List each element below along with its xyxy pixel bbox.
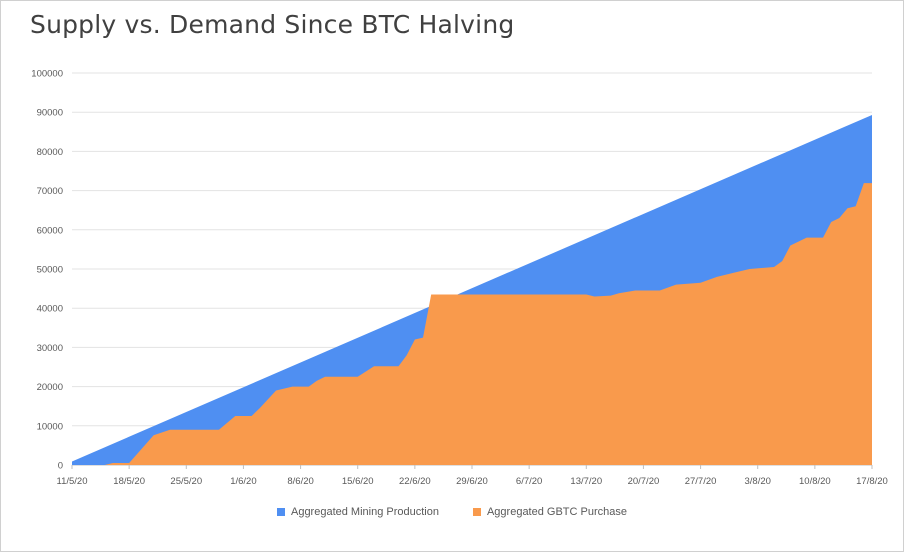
legend-item-mining: Aggregated Mining Production xyxy=(276,506,439,518)
x-tick-label: 15/6/20 xyxy=(342,476,374,487)
y-tick-label: 50000 xyxy=(37,265,63,276)
legend-swatch-mining xyxy=(276,508,285,516)
y-tick-label: 10000 xyxy=(37,421,63,432)
series-areas xyxy=(72,114,872,465)
x-tick-label: 6/7/20 xyxy=(516,476,542,487)
y-tick-label: 60000 xyxy=(37,225,63,236)
y-tick-label: 40000 xyxy=(37,304,63,315)
x-tick-label: 20/7/20 xyxy=(628,476,660,487)
y-tick-label: 80000 xyxy=(37,147,63,158)
x-tick-label: 25/5/20 xyxy=(170,476,202,487)
x-tick-label: 27/7/20 xyxy=(685,476,717,487)
x-tick-label: 3/8/20 xyxy=(745,476,771,487)
y-tick-label: 0 xyxy=(58,461,63,472)
legend-label-mining: Aggregated Mining Production xyxy=(290,506,439,518)
legend-item-gbtc: Aggregated GBTC Purchase xyxy=(472,506,627,518)
y-tick-label: 70000 xyxy=(37,186,63,197)
x-tick-label: 10/8/20 xyxy=(799,476,831,487)
chart-title: Supply vs. Demand Since BTC Halving xyxy=(30,10,515,39)
x-tick-label: 18/5/20 xyxy=(113,476,145,487)
x-tick-label: 22/6/20 xyxy=(399,476,431,487)
legend-swatch-gbtc xyxy=(472,508,481,516)
x-tick-label: 11/5/20 xyxy=(57,476,88,487)
legend: Aggregated Mining Production Aggregated … xyxy=(0,506,904,518)
x-tick-label: 29/6/20 xyxy=(456,476,488,487)
x-tick-label: 1/6/20 xyxy=(230,476,256,487)
y-tick-label: 30000 xyxy=(37,343,63,354)
y-tick-label: 90000 xyxy=(37,108,63,119)
x-axis-ticks: 11/5/20 18/5/20 25/5/20 1/6/20 8/6/20 15/6/20… xyxy=(57,465,888,487)
y-tick-label: 20000 xyxy=(37,382,63,393)
y-tick-label: 100000 xyxy=(31,69,63,80)
x-tick-label: 8/6/20 xyxy=(287,476,313,487)
x-tick-label: 17/8/20 xyxy=(856,476,888,487)
legend-label-gbtc: Aggregated GBTC Purchase xyxy=(486,506,627,518)
y-axis-ticks: 0 10000 20000 30000 40000 50000 60000 70000 8000… xyxy=(31,69,63,472)
x-tick-label: 13/7/20 xyxy=(570,476,602,487)
area-series-1 xyxy=(72,183,872,465)
